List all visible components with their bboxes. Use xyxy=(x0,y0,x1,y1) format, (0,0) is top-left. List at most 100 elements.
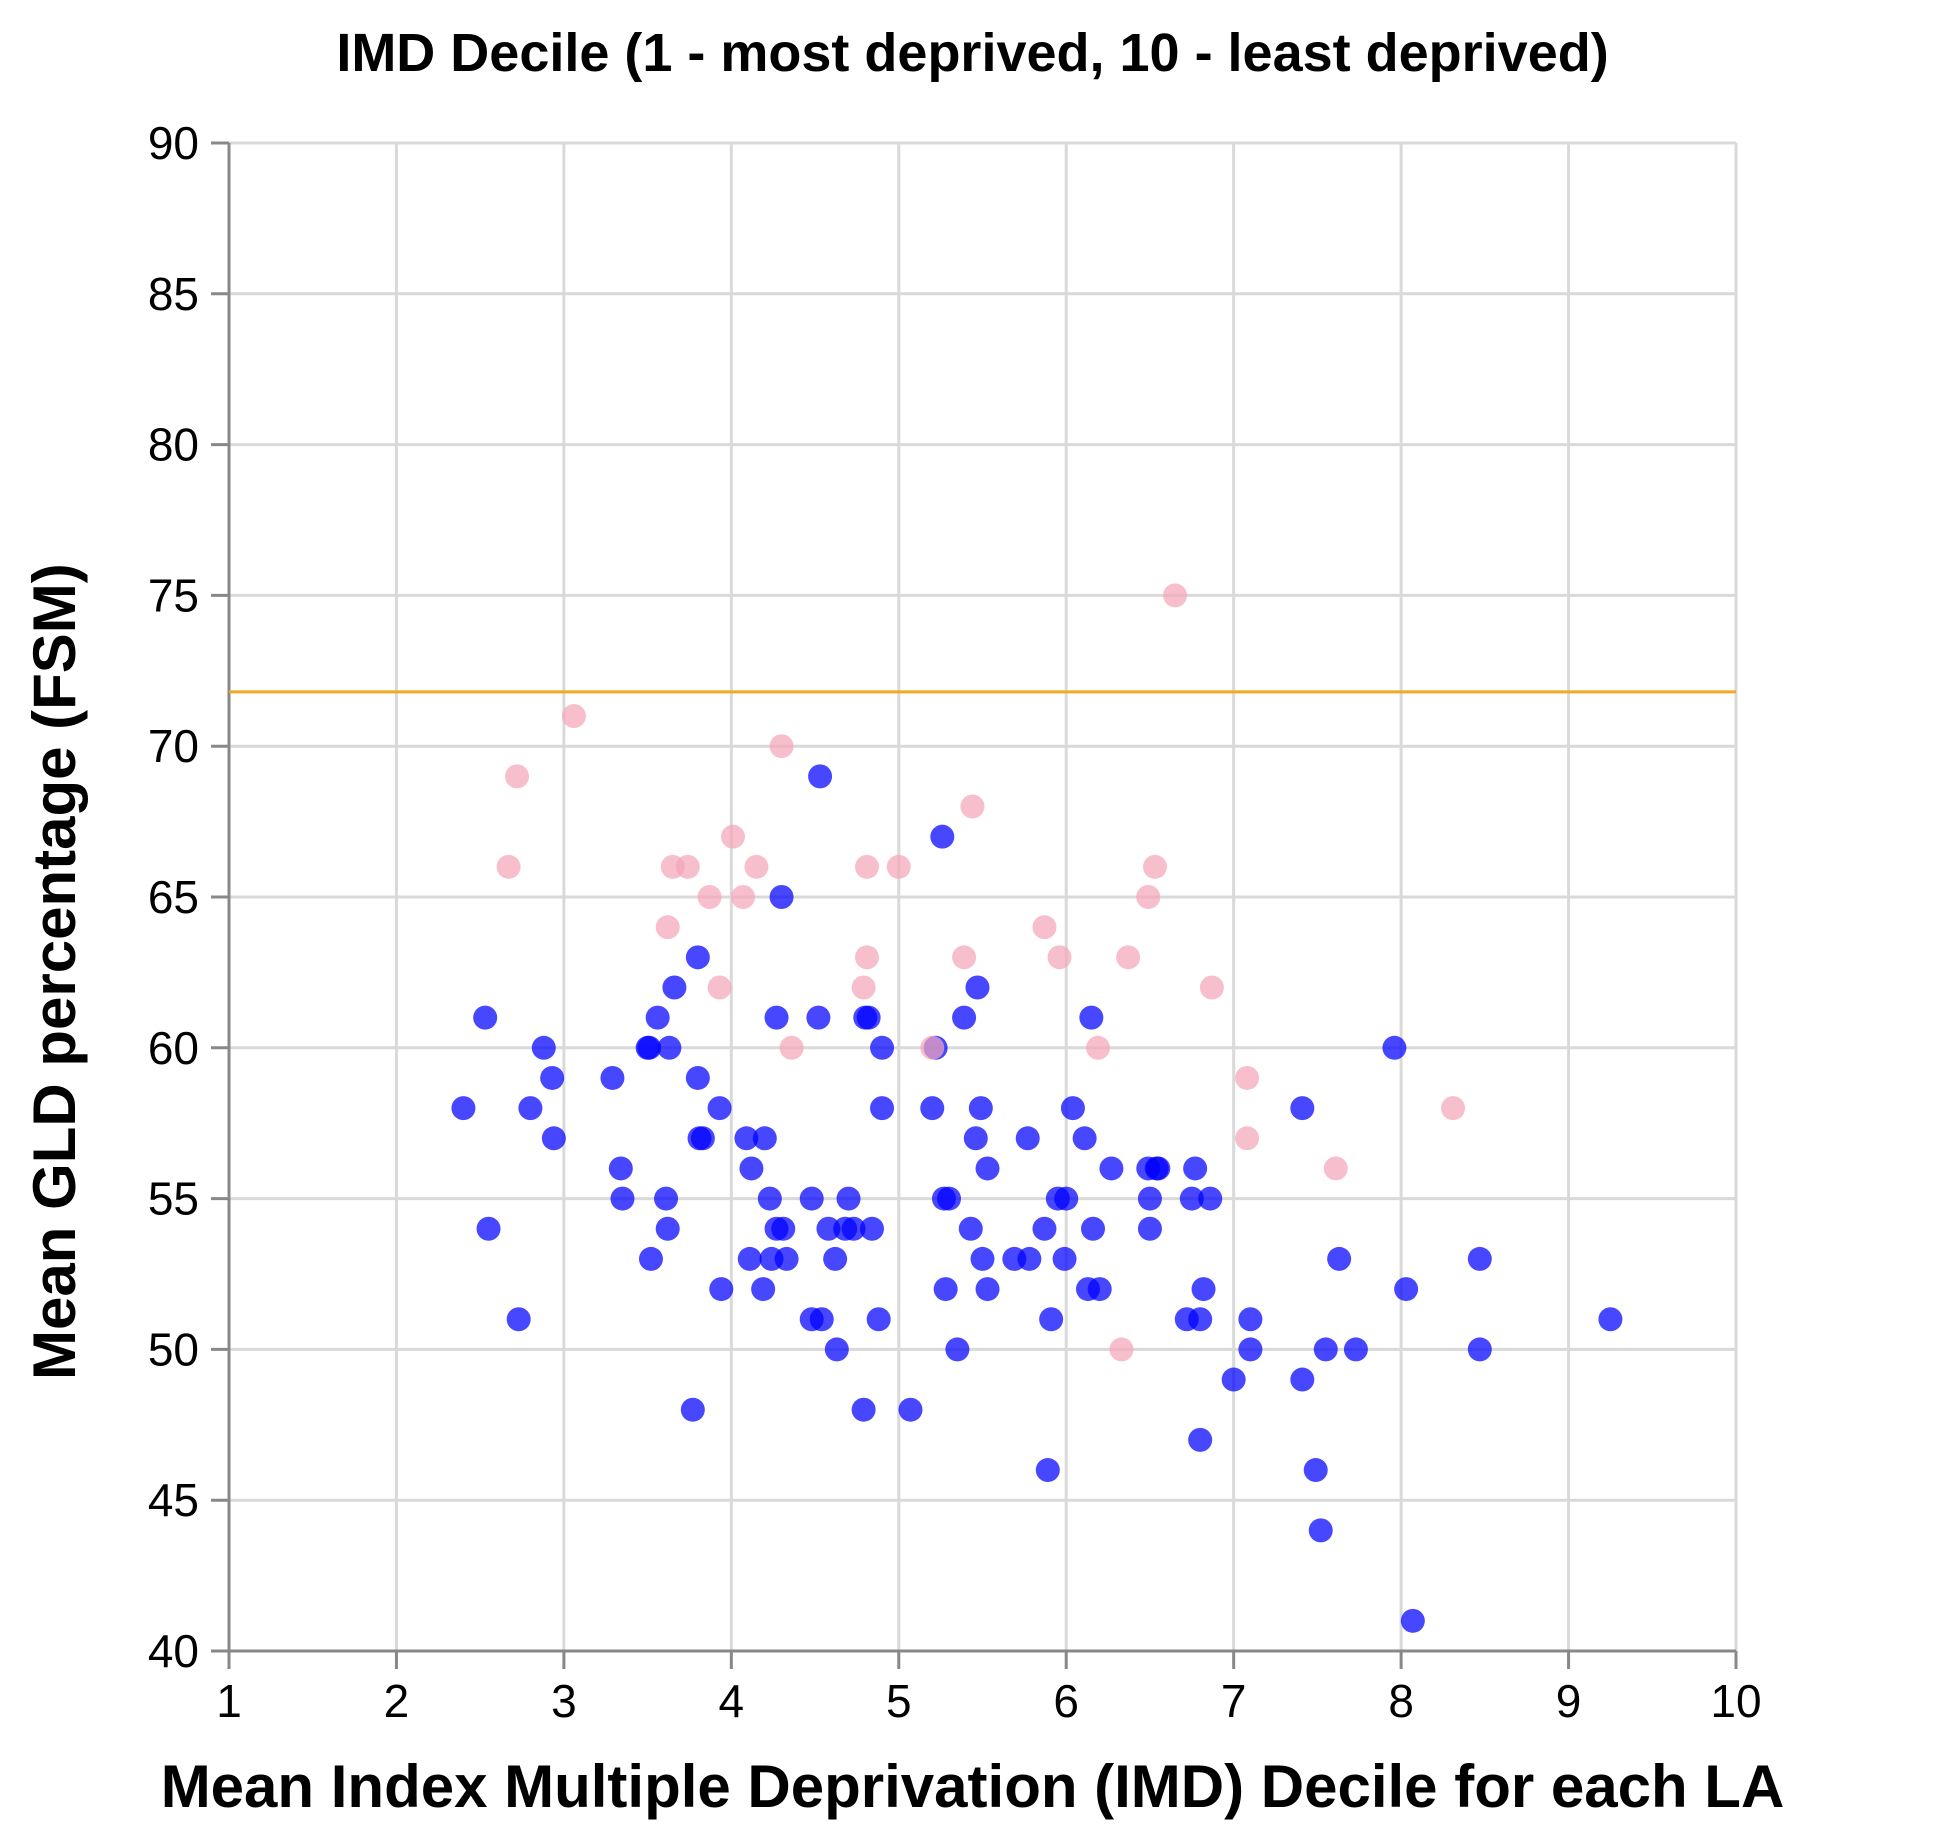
data-point xyxy=(1235,1126,1260,1151)
data-point xyxy=(1238,1337,1263,1362)
data-point xyxy=(1221,1367,1246,1392)
data-point xyxy=(854,854,879,879)
data-point xyxy=(685,945,710,970)
x-tick-label: 7 xyxy=(1221,1675,1247,1727)
data-point xyxy=(1290,1096,1315,1121)
data-point xyxy=(1079,1005,1104,1030)
data-point xyxy=(823,1246,848,1271)
data-point xyxy=(809,1307,834,1332)
data-point xyxy=(960,794,985,819)
data-point xyxy=(685,1065,710,1090)
data-point xyxy=(1081,1216,1106,1241)
data-point xyxy=(1039,1307,1064,1332)
data-point xyxy=(709,1277,734,1302)
data-point xyxy=(645,1005,670,1030)
data-point xyxy=(1382,1035,1407,1060)
x-tick-label: 5 xyxy=(886,1675,912,1727)
data-point xyxy=(1199,975,1224,1000)
data-point xyxy=(506,1307,531,1332)
data-point xyxy=(1343,1337,1368,1362)
data-point xyxy=(1142,854,1167,879)
data-point xyxy=(859,1216,884,1241)
data-point xyxy=(933,1277,958,1302)
data-point xyxy=(707,975,732,1000)
data-point xyxy=(476,1216,501,1241)
data-point xyxy=(1052,1246,1077,1271)
y-axis-label: Mean GLD percentage (FSM) xyxy=(21,563,88,1380)
data-point xyxy=(841,1216,866,1241)
data-point xyxy=(505,764,530,789)
data-point xyxy=(662,975,687,1000)
data-point xyxy=(945,1337,970,1362)
y-tick-label: 70 xyxy=(148,720,199,772)
data-point xyxy=(1313,1337,1338,1362)
data-point xyxy=(1303,1458,1328,1483)
data-point xyxy=(851,975,876,1000)
data-point xyxy=(600,1065,625,1090)
data-point xyxy=(886,854,911,879)
data-point xyxy=(769,734,794,759)
data-point xyxy=(734,1126,759,1151)
data-point xyxy=(824,1337,849,1362)
data-point xyxy=(930,824,955,849)
data-point xyxy=(680,1397,705,1422)
y-tick-label: 85 xyxy=(148,268,199,320)
data-point xyxy=(952,1005,977,1030)
data-point xyxy=(1179,1186,1204,1211)
data-point xyxy=(690,1126,715,1151)
data-point xyxy=(561,704,586,729)
data-point xyxy=(866,1307,891,1332)
chart-title: IMD Decile (1 - most deprived, 10 - leas… xyxy=(336,23,1609,83)
x-tick-label: 3 xyxy=(551,1675,577,1727)
data-point xyxy=(963,1126,988,1151)
data-point xyxy=(518,1096,543,1121)
data-point xyxy=(752,1126,777,1151)
data-point xyxy=(1191,1277,1216,1302)
data-point xyxy=(1099,1156,1124,1181)
y-tick-label: 90 xyxy=(148,117,199,169)
data-point xyxy=(657,1035,682,1060)
data-point xyxy=(638,1246,663,1271)
data-point xyxy=(707,1096,732,1121)
data-point xyxy=(965,975,990,1000)
data-point xyxy=(816,1216,841,1241)
data-point xyxy=(1441,1096,1466,1121)
data-point xyxy=(496,854,521,879)
data-point xyxy=(739,1156,764,1181)
data-point xyxy=(1188,1427,1213,1452)
data-point xyxy=(769,885,794,909)
data-point xyxy=(1072,1126,1097,1151)
data-point xyxy=(531,1035,556,1060)
data-point xyxy=(851,1397,876,1422)
data-point xyxy=(1109,1337,1134,1362)
data-point xyxy=(1394,1277,1419,1302)
data-point xyxy=(610,1186,635,1211)
data-point xyxy=(975,1156,1000,1181)
data-point xyxy=(1308,1518,1333,1543)
x-tick-label: 4 xyxy=(719,1675,745,1727)
x-tick-label: 8 xyxy=(1388,1675,1414,1727)
data-point xyxy=(540,1065,565,1090)
data-point xyxy=(958,1216,983,1241)
data-point xyxy=(473,1005,498,1030)
data-point xyxy=(1327,1246,1352,1271)
data-point xyxy=(975,1277,1000,1302)
data-point xyxy=(731,885,756,909)
y-tick-label: 65 xyxy=(148,871,199,923)
data-point xyxy=(451,1096,476,1121)
data-point xyxy=(920,1096,945,1121)
data-point xyxy=(637,1035,662,1060)
data-point xyxy=(655,915,680,940)
data-point xyxy=(1163,583,1188,608)
data-point xyxy=(697,885,722,909)
data-point xyxy=(1035,1458,1060,1483)
data-point xyxy=(1137,1216,1162,1241)
data-point xyxy=(655,1216,680,1241)
data-point xyxy=(1116,945,1141,970)
data-point xyxy=(1183,1156,1208,1181)
data-point xyxy=(1137,1186,1162,1211)
data-point xyxy=(1017,1246,1042,1271)
data-point xyxy=(751,1277,776,1302)
